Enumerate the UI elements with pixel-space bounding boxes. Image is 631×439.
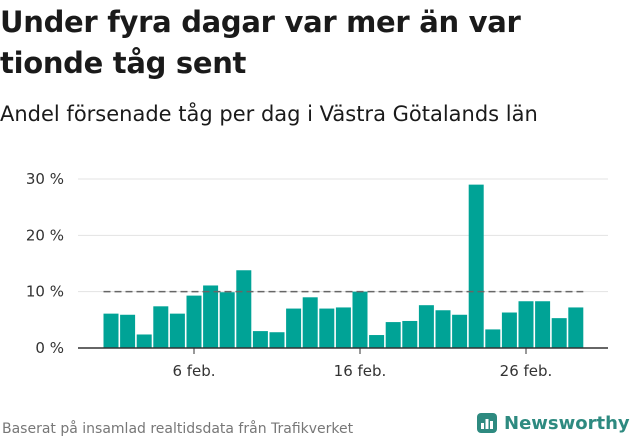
bar (385, 322, 401, 348)
bar (319, 308, 335, 348)
bar (335, 307, 351, 348)
y-tick-label: 10 % (26, 283, 64, 301)
x-tick-label: 26 feb. (500, 362, 553, 380)
bar (252, 331, 268, 348)
y-tick-label: 0 % (35, 339, 64, 357)
bar (535, 301, 551, 348)
x-tick-label: 16 feb. (334, 362, 387, 380)
bar (435, 310, 451, 348)
bar (286, 308, 302, 348)
bars (103, 184, 584, 348)
axes: 0 % 10 % 20 % 30 % 6 feb. 16 feb. 26 feb. (26, 170, 608, 380)
bar (369, 335, 385, 348)
bar (518, 301, 534, 348)
bar (501, 312, 517, 348)
y-tick-label: 20 % (26, 226, 64, 244)
bar (219, 292, 235, 348)
bar (302, 297, 318, 348)
bar (236, 270, 252, 348)
bar-chart: 0 % 10 % 20 % 30 % 6 feb. 16 feb. 26 feb. (26, 170, 608, 380)
bar (551, 318, 567, 348)
y-tick-label: 30 % (26, 170, 64, 188)
bar (269, 332, 285, 348)
newsworthy-logo-icon (477, 413, 497, 433)
chart-subtitle: Andel försenade tåg per dag i Västra Göt… (0, 102, 538, 126)
bar (568, 307, 584, 348)
bar (452, 314, 468, 348)
gridlines (78, 178, 608, 293)
chart-title: Under fyra dagar var mer än var tionde t… (0, 5, 521, 80)
bar (352, 291, 368, 348)
bar (402, 320, 418, 348)
newsworthy-logo-text: Newsworthy (504, 412, 630, 434)
bar (153, 306, 169, 348)
bar (120, 314, 136, 348)
bar (485, 329, 501, 348)
source-note: Baserat på insamlad realtidsdata från Tr… (2, 421, 354, 437)
bar (203, 285, 219, 348)
bar (169, 313, 185, 348)
newsworthy-logo[interactable]: Newsworthy (476, 410, 630, 436)
bar (136, 334, 152, 348)
bar (186, 295, 202, 348)
bar (103, 313, 119, 348)
x-tick-label: 6 feb. (172, 362, 215, 380)
bar (418, 305, 434, 348)
bar (468, 184, 484, 348)
